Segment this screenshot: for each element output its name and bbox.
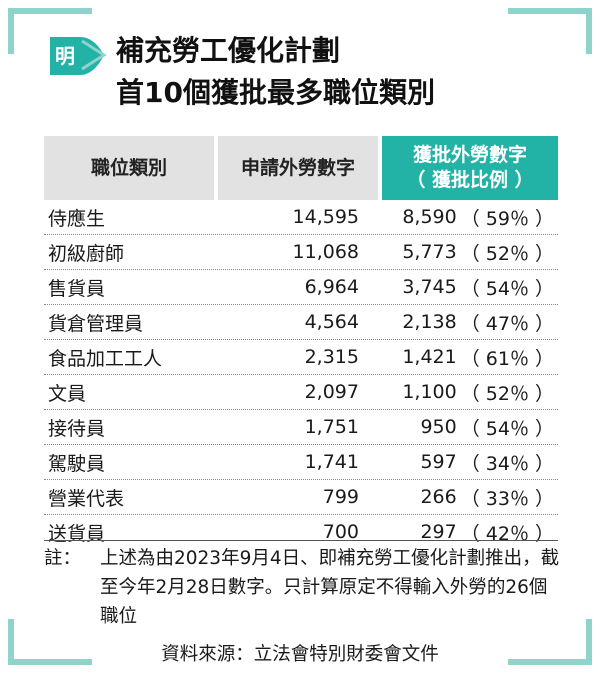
cell-category: 送貨員 xyxy=(48,522,106,545)
cell-applied: 799 xyxy=(322,486,359,508)
cell-approved-number: 597 xyxy=(420,451,457,473)
table-row: 駕駛員 1,741 597 （ 34％ ） xyxy=(44,445,558,480)
cell-applied: 11,068 xyxy=(292,241,359,263)
table-row: 初級廚師 11,068 5,773 （ 52％ ） xyxy=(44,235,558,270)
cell-approved-ratio: （ 61％ ） xyxy=(460,347,554,370)
frame-corner-bottom-right xyxy=(508,619,592,665)
frame-corner-top-left xyxy=(8,8,92,54)
cell-applied: 1,751 xyxy=(304,416,359,438)
cell-approved-ratio: （ 42％ ） xyxy=(460,522,554,545)
cell-approved-number: 1,421 xyxy=(402,346,457,368)
header-category: 職位類別 xyxy=(44,136,214,200)
cell-approved-number: 2,138 xyxy=(402,311,457,333)
cell-approved: 597 （ 34％ ） xyxy=(359,449,558,476)
cell-applied: 6,964 xyxy=(304,276,359,298)
frame-corner-top-right xyxy=(508,8,592,54)
table-row: 侍應生 14,595 8,590 （ 59％ ） xyxy=(44,200,558,235)
table-body: 侍應生 14,595 8,590 （ 59％ ）初級廚師 11,068 5,773 （ 52… xyxy=(44,200,558,549)
table-row: 接待員 1,751 950 （ 54％ ） xyxy=(44,410,558,445)
cell-approved-number: 8,590 xyxy=(402,206,457,228)
cell-applied: 4,564 xyxy=(304,311,359,333)
table-bottom-rule xyxy=(44,540,558,541)
cell-approved: 950 （ 54％ ） xyxy=(359,414,558,441)
page-title: 補充勞工優化計劃 首10個獲批最多職位類別 xyxy=(116,30,435,114)
cell-approved: 2,138 （ 47％ ） xyxy=(359,309,558,336)
cell-applied: 2,097 xyxy=(304,381,359,403)
footnote-text: 上述為由2023年9月4日、即補充勞工優化計劃推出，截至今年2月28日數字。只計… xyxy=(100,548,560,627)
header-approved: 獲批外勞數字 （ 獲批比例 ） xyxy=(382,136,558,200)
cell-applied: 700 xyxy=(322,521,359,543)
cell-applied: 2,315 xyxy=(304,346,359,368)
cell-approved-ratio: （ 52％ ） xyxy=(460,382,554,405)
header-applied: 申請外勞數字 xyxy=(218,136,378,200)
cell-approved-number: 297 xyxy=(420,521,457,543)
cell-approved-number: 1,100 xyxy=(402,381,457,403)
cell-approved-ratio: （ 54％ ） xyxy=(460,277,554,300)
data-table: 職位類別 申請外勞數字 獲批外勞數字 （ 獲批比例 ） 侍應生 14,595 8,5… xyxy=(44,136,558,549)
table-row: 售貨員 6,964 3,745 （ 54％ ） xyxy=(44,270,558,305)
cell-approved-ratio: （ 52％ ） xyxy=(460,242,554,265)
cell-category: 接待員 xyxy=(48,417,106,440)
cell-approved-ratio: （ 54％ ） xyxy=(460,417,554,440)
cell-applied: 14,595 xyxy=(292,206,359,228)
cell-approved: 266 （ 33％ ） xyxy=(359,484,558,511)
cell-category: 文員 xyxy=(48,382,87,405)
header-approved-ratio: （ 獲批比例 ） xyxy=(406,169,534,191)
frame-corner-bottom-left xyxy=(8,619,92,665)
footnote: 註： 上述為由2023年9月4日、即補充勞工優化計劃推出，截至今年2月28日數字… xyxy=(44,544,564,631)
cell-category: 食品加工工人 xyxy=(48,347,163,370)
cell-category: 售貨員 xyxy=(48,277,106,300)
cell-approved-number: 266 xyxy=(420,486,457,508)
cell-approved-ratio: （ 34％ ） xyxy=(460,452,554,475)
title-line-1: 補充勞工優化計劃 xyxy=(116,34,341,67)
cell-approved: 1,421 （ 61％ ） xyxy=(359,344,558,371)
ming-pao-logo-icon: 明 xyxy=(44,33,110,79)
table-row: 營業代表 799 266 （ 33％ ） xyxy=(44,480,558,515)
source-credit: 資料來源：立法會特別財委會文件 xyxy=(161,644,439,665)
header-approved-label: 獲批外勞數字 xyxy=(412,144,527,166)
cell-approved: 3,745 （ 54％ ） xyxy=(359,274,558,301)
title-line-2: 首10個獲批最多職位類別 xyxy=(116,76,435,109)
table-row: 文員 2,097 1,100 （ 52％ ） xyxy=(44,375,558,410)
cell-category: 貨倉管理員 xyxy=(48,312,144,335)
cell-approved-number: 5,773 xyxy=(402,241,457,263)
cell-category: 營業代表 xyxy=(48,487,125,510)
cell-category: 侍應生 xyxy=(48,207,106,230)
cell-applied: 1,741 xyxy=(304,451,359,473)
table-header: 職位類別 申請外勞數字 獲批外勞數字 （ 獲批比例 ） xyxy=(44,136,558,200)
cell-approved-number: 3,745 xyxy=(402,276,457,298)
footnote-label: 註： xyxy=(44,548,82,569)
table-row: 貨倉管理員 4,564 2,138 （ 47％ ） xyxy=(44,305,558,340)
cell-approved-ratio: （ 33％ ） xyxy=(460,487,554,510)
cell-approved: 5,773 （ 52％ ） xyxy=(359,239,558,266)
cell-approved-ratio: （ 59％ ） xyxy=(460,207,554,230)
cell-approved: 297 （ 42％ ） xyxy=(359,519,558,546)
cell-category: 初級廚師 xyxy=(48,242,125,265)
cell-approved-ratio: （ 47％ ） xyxy=(460,312,554,335)
cell-approved: 1,100 （ 52％ ） xyxy=(359,379,558,406)
logo-char: 明 xyxy=(55,44,75,68)
cell-approved: 8,590 （ 59％ ） xyxy=(359,204,558,231)
table-row: 食品加工工人 2,315 1,421 （ 61％ ） xyxy=(44,340,558,375)
cell-category: 駕駛員 xyxy=(48,452,106,475)
cell-approved-number: 950 xyxy=(420,416,457,438)
table-row: 送貨員 700 297 （ 42％ ） xyxy=(44,515,558,549)
